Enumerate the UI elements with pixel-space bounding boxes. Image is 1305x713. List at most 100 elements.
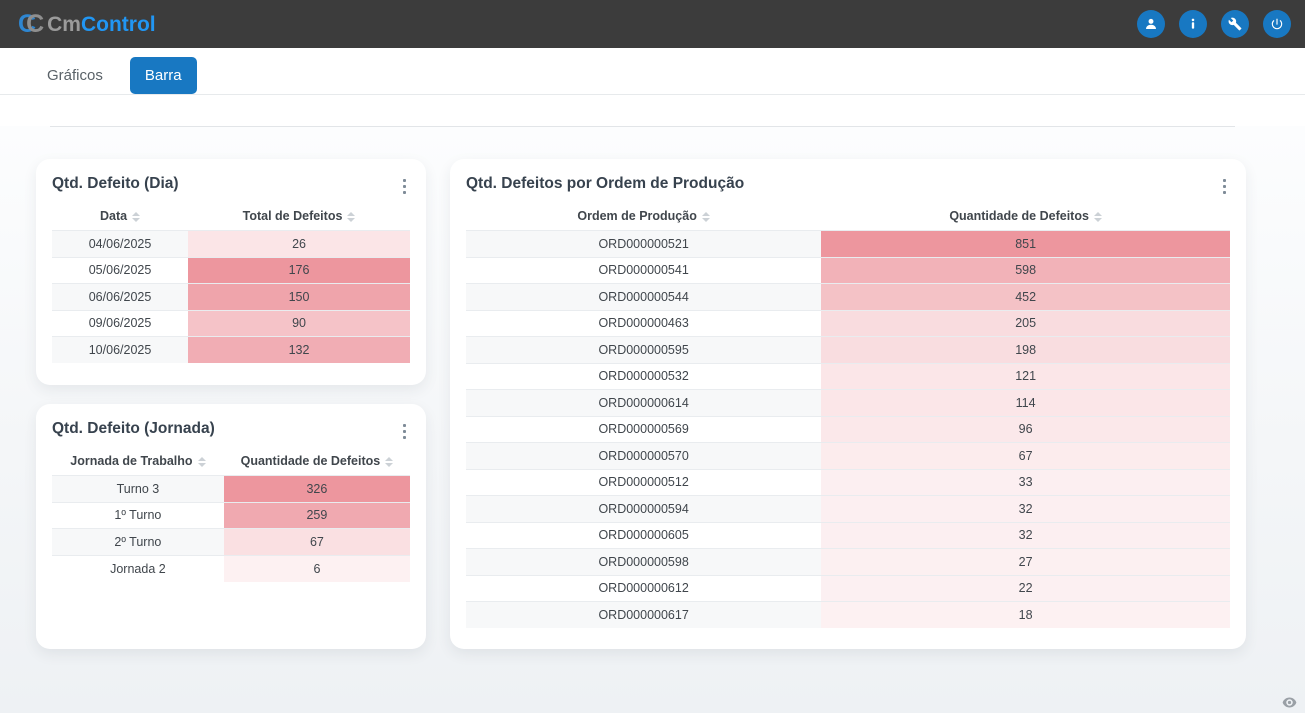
table-row: ORD000000605 32	[466, 521, 1230, 549]
row-value-cell: 176	[188, 256, 410, 284]
brand-name-blue: Control	[80, 12, 156, 36]
column-header-sort[interactable]: Quantidade de Defeitos	[821, 207, 1230, 231]
sort-icon	[701, 211, 710, 222]
user-button[interactable]	[1137, 10, 1165, 38]
table-row: ORD000000570 67	[466, 442, 1230, 469]
table-header-row: Jornada de Trabalho Quantidade de Defeito…	[52, 452, 410, 476]
card-qtd-defeito-jornada: Qtd. Defeito (Jornada) Jornada de Trabal…	[36, 404, 426, 649]
table-row: ORD000000598 27	[466, 548, 1230, 575]
wrench-icon	[1228, 17, 1242, 31]
defects-by-order-table: Ordem de Produção Quantidade de Defeitos O…	[466, 207, 1230, 628]
logo-mark: C	[18, 9, 37, 38]
card-title: Qtd. Defeito (Dia)	[52, 175, 179, 192]
kebab-menu-icon[interactable]	[399, 420, 410, 443]
row-value-cell: 32	[821, 495, 1230, 522]
row-value-cell: 121	[821, 362, 1230, 390]
defects-by-shift-table: Jornada de Trabalho Quantidade de Defeito…	[52, 452, 410, 582]
table-row: ORD000000532 121	[466, 362, 1230, 390]
table-row: ORD000000521 851	[466, 230, 1230, 257]
row-value-cell: 6	[223, 554, 410, 582]
card-qtd-defeito-dia: Qtd. Defeito (Dia) Data Total de Defeitos…	[36, 159, 426, 385]
table-row: ORD000000617 18	[466, 601, 1230, 628]
row-value-cell: 22	[821, 574, 1230, 602]
table-row: ORD000000544 452	[466, 283, 1230, 310]
row-label-cell: 10/06/2025	[52, 336, 189, 363]
tools-button[interactable]	[1221, 10, 1249, 38]
row-label-cell: ORD000000512	[466, 468, 822, 496]
row-label-cell: ORD000000541	[466, 256, 822, 284]
card-header: Qtd. Defeito (Dia)	[52, 175, 410, 198]
row-value-cell: 32	[821, 521, 1230, 549]
table-row: ORD000000614 114	[466, 389, 1230, 416]
column-header-sort[interactable]: Jornada de Trabalho	[52, 452, 224, 476]
content-divider	[50, 126, 1235, 127]
row-label-cell: Turno 3	[52, 475, 224, 502]
row-label-cell: ORD000000595	[466, 336, 822, 363]
table-row: 04/06/2025 26	[52, 230, 410, 257]
sort-icon	[197, 456, 206, 467]
table-row: 05/06/2025 176	[52, 256, 410, 284]
main-content: Qtd. Defeito (Dia) Data Total de Defeitos…	[0, 126, 1305, 713]
row-label-cell: ORD000000544	[466, 283, 822, 310]
card-header: Qtd. Defeito (Jornada)	[52, 420, 410, 443]
row-label-cell: 2º Turno	[52, 528, 224, 555]
table-row: Turno 3 326	[52, 475, 410, 502]
column-header-sort[interactable]: Data	[52, 207, 188, 231]
table-row: ORD000000512 33	[466, 468, 1230, 496]
table-row: 2º Turno 67	[52, 528, 410, 555]
kebab-menu-icon[interactable]	[399, 175, 410, 198]
row-label-cell: ORD000000521	[466, 230, 822, 257]
table-row: ORD000000541 598	[466, 256, 1230, 284]
card-title: Qtd. Defeito (Jornada)	[52, 420, 215, 437]
sort-icon	[385, 456, 394, 467]
power-button[interactable]	[1263, 10, 1291, 38]
brand-name-gray: Cm	[47, 12, 81, 36]
row-value-cell: 452	[821, 283, 1230, 310]
info-button[interactable]	[1179, 10, 1207, 38]
navbar-actions	[1137, 10, 1295, 38]
row-value-cell: 132	[188, 336, 410, 363]
table-row: 09/06/2025 90	[52, 309, 410, 337]
tab-bar: Gráficos Barra	[0, 48, 1305, 95]
table-row: ORD000000612 22	[466, 574, 1230, 602]
row-label-cell: Jornada 2	[52, 554, 224, 582]
row-label-cell: ORD000000569	[466, 415, 822, 443]
logo-mark: C	[26, 9, 45, 38]
row-label-cell: ORD000000598	[466, 548, 822, 575]
tab-graficos[interactable]: Gráficos	[47, 67, 103, 84]
row-value-cell: 18	[821, 601, 1230, 628]
row-value-cell: 205	[821, 309, 1230, 337]
row-label-cell: 04/06/2025	[52, 230, 189, 257]
row-value-cell: 27	[821, 548, 1230, 575]
row-label-cell: ORD000000605	[466, 521, 822, 549]
user-icon	[1144, 17, 1158, 31]
table-header-row: Ordem de Produção Quantidade de Defeitos	[466, 207, 1230, 231]
column-header-sort[interactable]: Total de Defeitos	[188, 207, 410, 231]
row-label-cell: 06/06/2025	[52, 283, 189, 310]
dashboard-cards: Qtd. Defeito (Dia) Data Total de Defeitos…	[0, 127, 1305, 649]
info-icon	[1186, 17, 1200, 31]
card-header: Qtd. Defeitos por Ordem de Produção	[466, 175, 1230, 198]
table-row: ORD000000595 198	[466, 336, 1230, 363]
power-icon	[1270, 17, 1284, 31]
table-row: 06/06/2025 150	[52, 283, 410, 310]
tab-barra[interactable]: Barra	[129, 57, 197, 94]
kebab-menu-icon[interactable]	[1219, 175, 1230, 198]
app-logo: C C Cm Control	[18, 9, 156, 38]
row-value-cell: 26	[188, 230, 410, 257]
row-value-cell: 598	[821, 256, 1230, 284]
row-label-cell: ORD000000463	[466, 309, 822, 337]
column-header-sort[interactable]: Ordem de Produção	[466, 207, 821, 231]
row-label-cell: ORD000000617	[466, 601, 822, 628]
sort-icon	[347, 211, 356, 222]
row-value-cell: 67	[821, 442, 1230, 469]
row-label-cell: ORD000000612	[466, 574, 822, 602]
visibility-icon[interactable]	[1282, 697, 1297, 708]
row-label-cell: ORD000000614	[466, 389, 822, 416]
row-value-cell: 150	[188, 283, 410, 310]
top-navbar: C C Cm Control	[0, 0, 1305, 48]
sort-icon	[132, 211, 141, 222]
row-value-cell: 851	[821, 230, 1230, 257]
row-value-cell: 114	[821, 389, 1230, 416]
column-header-sort[interactable]: Quantidade de Defeitos	[224, 452, 410, 476]
